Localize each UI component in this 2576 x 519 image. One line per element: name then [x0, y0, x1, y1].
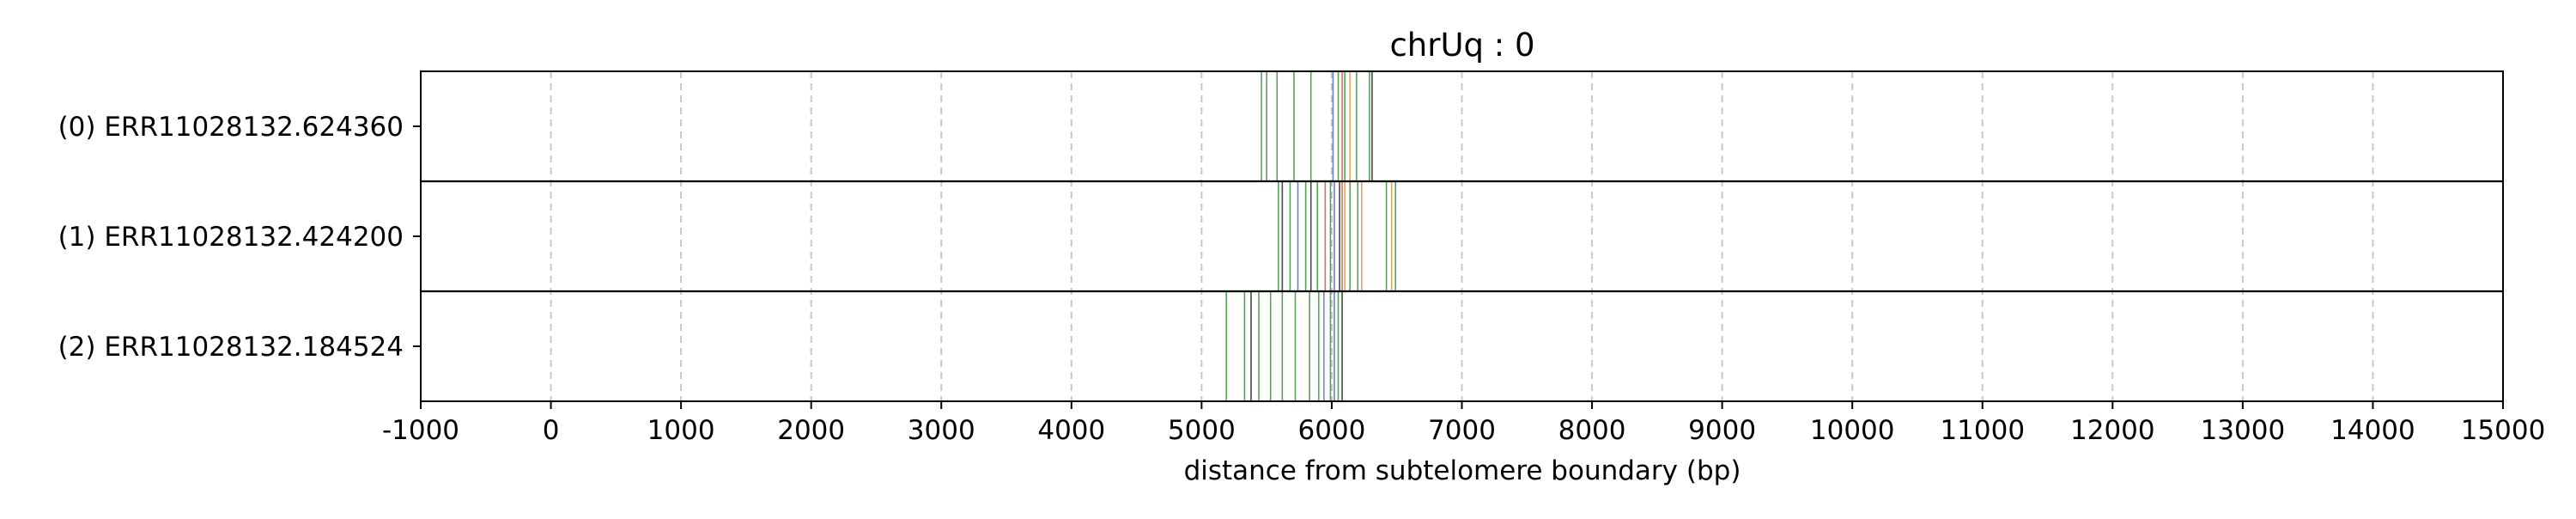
grid-layer: [420, 71, 2504, 401]
row-label: (2) ERR11028132.184524: [58, 332, 404, 363]
ticks-layer: -1000 0 1000 2000 3000 4000 5000 6000 7000 8000 90…: [382, 401, 2545, 446]
row-labels: (0) ERR11028132.624360 (1) ERR11028132.42…: [58, 112, 421, 363]
row-label: (0) ERR11028132.624360: [58, 112, 404, 143]
x-tick-label: 6000: [1297, 415, 1365, 446]
x-tick-label: 13000: [2201, 415, 2286, 446]
x-tick-label: 3000: [908, 415, 975, 446]
x-tick-label: 7000: [1428, 415, 1496, 446]
x-tick-label: -1000: [382, 415, 459, 446]
x-tick-label: 8000: [1558, 415, 1626, 446]
x-tick-label: 4000: [1037, 415, 1105, 446]
x-tick-label: 10000: [1810, 415, 1895, 446]
events-layer: [1225, 72, 1397, 400]
x-tick-label: 1000: [647, 415, 715, 446]
x-tick-label: 9000: [1688, 415, 1756, 446]
x-tick-label: 15000: [2461, 415, 2546, 446]
chart-title: chrUq : 0: [1389, 27, 1534, 64]
x-tick-label: 11000: [1940, 415, 2025, 446]
x-tick-label: 12000: [2070, 415, 2155, 446]
x-axis-label: distance from subtelomere boundary (bp): [1184, 455, 1741, 486]
x-tick-label: 14000: [2330, 415, 2415, 446]
row-label: (1) ERR11028132.424200: [58, 222, 404, 253]
x-tick-label: 5000: [1168, 415, 1236, 446]
x-tick-label: 2000: [777, 415, 845, 446]
x-tick-label: 0: [543, 415, 560, 446]
